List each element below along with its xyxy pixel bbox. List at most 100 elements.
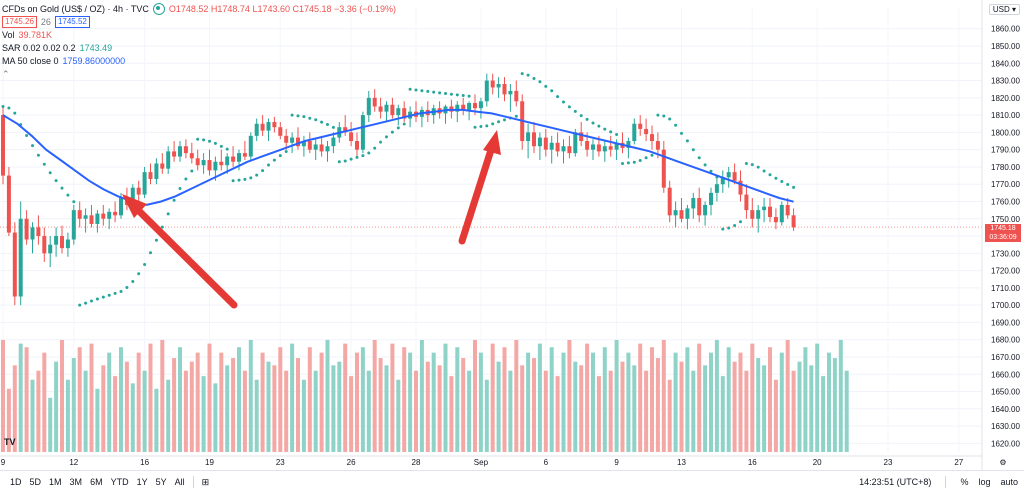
bid-price-button[interactable]: 1745.26	[2, 15, 37, 28]
candle	[278, 122, 283, 140]
currency-selector[interactable]: USD ▾	[988, 4, 1020, 15]
sar-dot	[768, 173, 772, 177]
sar-dot	[408, 87, 412, 91]
volume-bar	[195, 352, 200, 452]
sar-dot	[208, 139, 211, 143]
candle	[366, 90, 371, 123]
candle	[166, 146, 171, 174]
candle	[272, 116, 277, 133]
timeframe-5d-button[interactable]: 5D	[29, 477, 42, 487]
volume-bar	[484, 379, 489, 452]
price-tick-label: 1860.00	[991, 25, 1020, 34]
ask-price-button[interactable]: 1745.52	[54, 15, 90, 28]
volume-bar	[130, 383, 135, 452]
sar-dot	[278, 154, 282, 158]
candle	[484, 73, 489, 107]
spread-value: 26	[40, 16, 51, 27]
volume-bar	[319, 352, 324, 452]
sar-dot	[119, 289, 123, 293]
sar-dot	[113, 291, 117, 295]
sar-dot	[674, 123, 678, 127]
sar-dot	[644, 156, 648, 160]
sar-dot	[414, 88, 418, 92]
time-tick-label: 27	[954, 458, 963, 467]
sar-dot	[267, 163, 270, 167]
sar-indicator-label[interactable]: SAR 0.02 0.02 0.2	[2, 42, 76, 53]
sar-dot	[402, 122, 406, 126]
sar-dot	[213, 141, 217, 145]
sar-dot	[396, 126, 400, 130]
volume-bar	[290, 343, 295, 452]
sar-dot	[638, 159, 642, 163]
volume-bar	[54, 361, 59, 452]
candle	[419, 106, 424, 128]
toolbar-divider	[192, 476, 194, 488]
volume-bar	[148, 343, 153, 452]
collapse-legend-icon[interactable]: ⌃	[2, 68, 10, 79]
timeframe-5y-button[interactable]: 5Y	[155, 477, 167, 487]
sar-dot	[143, 262, 147, 266]
price-tick-label: 1680.00	[991, 336, 1020, 345]
volume-bar	[154, 388, 159, 452]
timeframe-3m-button[interactable]: 3M	[69, 477, 83, 487]
time-axis[interactable]: 9121619232628Sep691316202327Oct5⚙	[0, 455, 1024, 467]
volume-bar	[620, 361, 625, 452]
volume-bar	[278, 347, 283, 452]
sar-dot	[438, 91, 442, 95]
vol-indicator-label[interactable]: Vol	[2, 29, 15, 40]
candle	[242, 141, 247, 161]
symbol-title[interactable]: CFDs on Gold (US$ / OZ) · 4h · TVC	[2, 3, 149, 14]
sar-dot	[727, 226, 731, 230]
price-tick-label: 1850.00	[991, 42, 1020, 51]
timeframe-6m-button[interactable]: 6M	[90, 477, 103, 487]
candle	[396, 104, 401, 126]
sar-dot	[473, 125, 477, 129]
sar-dot	[626, 161, 630, 165]
price-chart[interactable]: 1860.00 1850.00 1840.00 1830.00 1820.00 1810.…	[0, 0, 1024, 470]
candle	[343, 115, 348, 136]
ma-indicator-label[interactable]: MA 50 close 0	[2, 55, 59, 66]
sar-dot	[202, 138, 206, 142]
volume-bar	[172, 358, 177, 452]
candle	[414, 101, 418, 123]
sar-dot	[650, 153, 654, 157]
volume-bar	[248, 340, 253, 452]
timeframe-1d-button[interactable]: 1D	[10, 477, 22, 487]
volume-bar	[178, 347, 182, 452]
candle	[650, 125, 654, 150]
candle	[591, 139, 595, 161]
date-range-icon[interactable]: ⊞	[201, 476, 210, 487]
volume-bar	[89, 343, 94, 452]
candle	[301, 135, 306, 157]
sar-dot	[237, 178, 241, 182]
volume-bar	[378, 358, 383, 452]
timeframe-all-button[interactable]: All	[174, 477, 185, 487]
tradingview-logo-icon[interactable]: TV	[4, 437, 16, 447]
price-tick-label: 1690.00	[991, 318, 1020, 327]
bottom-toolbar: 1D 5D 1M 3M 6M YTD 1Y 5Y All ⊞ 14:23:51 …	[0, 470, 1024, 493]
sar-dot	[579, 114, 583, 118]
candle	[71, 204, 76, 245]
candle	[254, 118, 259, 142]
timeframe-1y-button[interactable]: 1Y	[136, 477, 148, 487]
auto-scale-button[interactable]: auto	[1000, 477, 1018, 487]
sar-dot	[160, 225, 164, 229]
candle	[638, 115, 643, 136]
volume-bar	[714, 340, 719, 452]
time-tick-label: 16	[748, 458, 757, 467]
settings-gear-icon[interactable]: ⚙	[999, 458, 1006, 467]
candle	[42, 227, 47, 262]
log-scale-button[interactable]: log	[978, 477, 991, 487]
timeframe-1m-button[interactable]: 1M	[49, 477, 62, 487]
percent-scale-button[interactable]: %	[960, 477, 969, 487]
candle	[160, 153, 165, 174]
candle	[555, 132, 560, 157]
candle	[195, 149, 200, 171]
volume-bar	[142, 370, 147, 452]
sar-dot	[420, 89, 424, 93]
clock-display[interactable]: 14:23:51 (UTC+8)	[859, 477, 932, 487]
sar-dot	[556, 95, 560, 99]
ma-indicator-value: 1759.86000000	[62, 55, 126, 66]
volume-bar	[585, 343, 590, 452]
timeframe-ytd-button[interactable]: YTD	[110, 477, 129, 487]
